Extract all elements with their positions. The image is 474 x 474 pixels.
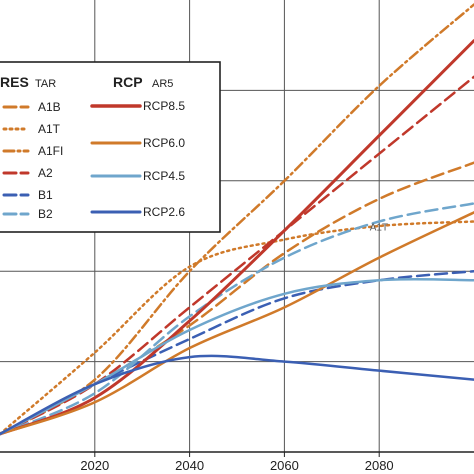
legend-title-rcp: RCP <box>113 74 143 90</box>
legend-label-b1: B1 <box>38 188 53 202</box>
x-axis-ticks: 2020 2040 2060 2080 <box>80 452 394 473</box>
legend-label-b2: B2 <box>38 207 53 221</box>
legend-box <box>0 61 221 233</box>
series-line-b2 <box>0 202 474 436</box>
legend-label-rcp4-5: RCP4.5 <box>143 169 185 183</box>
legend-label-a1fi: A1FI <box>38 144 63 158</box>
legend-label-a1b: A1B <box>38 100 61 114</box>
legend-label-a2: A2 <box>38 166 53 180</box>
legend-label-rcp2-6: RCP2.6 <box>143 205 185 219</box>
x-tick-label: 2060 <box>270 458 299 473</box>
legend-subtitle-ar5: AR5 <box>152 78 173 90</box>
x-tick-label: 2040 <box>175 458 204 473</box>
legend-title-sres: RES <box>0 74 29 90</box>
series-line-a1fi <box>0 3 474 436</box>
series-line-rcp8-5 <box>0 39 474 436</box>
x-tick-label: 2020 <box>80 458 109 473</box>
legend-subtitle-tar: TAR <box>35 78 56 90</box>
series-line-rcp6-0 <box>0 211 474 436</box>
x-tick-label: 2080 <box>365 458 394 473</box>
annotation-layer: A1T <box>370 223 388 234</box>
annotation-label: A1T <box>370 223 388 234</box>
legend-label-a1t: A1T <box>38 122 61 136</box>
legend-label-rcp8-5: RCP8.5 <box>143 99 185 113</box>
legend-entries: A1B A1T A1FI A2 B1 B2 RCP8.5 RCP6.0 RCP4.5 RCP2.6 <box>2 99 185 221</box>
legend-label-rcp6-0: RCP6.0 <box>143 136 185 150</box>
legend: RES TAR RCP AR5 A1B A1T A1FI A2 B1 B2 RCP8.5 RC… <box>0 61 221 233</box>
series-line-a1t <box>0 220 474 436</box>
series-line-rcp2-6 <box>0 354 474 436</box>
series-layer <box>0 3 474 436</box>
